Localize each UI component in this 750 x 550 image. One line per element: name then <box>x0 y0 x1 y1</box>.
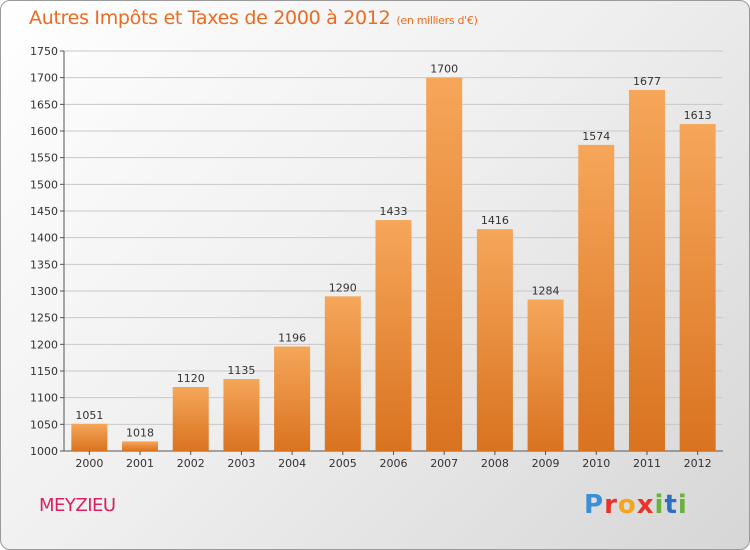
data-label: 1574 <box>582 130 610 143</box>
bar <box>578 144 615 451</box>
data-label: 1613 <box>684 109 712 122</box>
y-tick-label: 1650 <box>30 98 58 111</box>
data-label: 1120 <box>177 372 205 385</box>
bar <box>324 296 361 451</box>
y-tick-label: 1100 <box>30 392 58 405</box>
bar <box>122 441 159 451</box>
y-tick-label: 1000 <box>30 445 58 458</box>
data-label: 1700 <box>430 63 458 76</box>
y-tick-label: 1600 <box>30 125 58 138</box>
x-tick-label: 2002 <box>177 457 205 470</box>
x-tick-label: 2001 <box>126 457 154 470</box>
y-tick-label: 1350 <box>30 258 58 271</box>
x-tick-label: 2012 <box>684 457 712 470</box>
x-tick-label: 2003 <box>227 457 255 470</box>
bar <box>223 379 260 451</box>
bar <box>628 89 665 451</box>
x-tick-label: 2009 <box>532 457 560 470</box>
data-label: 1284 <box>532 285 560 298</box>
axis-layer: 1000 1050 1100 1150 1200 1250 1300 1350 1400 1450… <box>30 45 723 470</box>
data-label: 1677 <box>633 75 661 88</box>
y-tick-label: 1500 <box>30 178 58 191</box>
bar <box>476 229 513 451</box>
x-tick-label: 2010 <box>582 457 610 470</box>
bar-layer <box>71 77 716 452</box>
data-label: 1433 <box>380 205 408 218</box>
y-tick-label: 1150 <box>30 365 58 378</box>
bar <box>527 299 564 451</box>
y-tick-label: 1700 <box>30 72 58 85</box>
x-tick-label: 2006 <box>380 457 408 470</box>
bar <box>679 124 716 452</box>
proxiti-logo: Proxiti <box>584 490 688 520</box>
bar <box>426 77 463 452</box>
data-label: 1135 <box>227 364 255 377</box>
y-tick-label: 1300 <box>30 285 58 298</box>
x-tick-label: 2004 <box>278 457 306 470</box>
x-tick-label: 2005 <box>329 457 357 470</box>
y-tick-label: 1250 <box>30 312 58 325</box>
x-tick-label: 2011 <box>633 457 661 470</box>
title-text: Autres Impôts et Taxes de 2000 à 2012 <box>29 7 391 29</box>
bar <box>71 423 108 451</box>
y-tick-label: 1050 <box>30 418 58 431</box>
bar <box>375 220 412 451</box>
city-name: MEYZIEU <box>39 495 116 516</box>
x-tick-label: 2007 <box>430 457 458 470</box>
chart-title: Autres Impôts et Taxes de 2000 à 2012 (en… <box>29 7 478 29</box>
y-tick-label: 1200 <box>30 338 58 351</box>
data-label: 1018 <box>126 426 154 439</box>
title-unit: (en milliers d'€) <box>396 14 478 27</box>
bar <box>274 346 311 451</box>
data-label: 1051 <box>75 409 103 422</box>
bar <box>172 387 209 451</box>
data-label: 1290 <box>329 281 357 294</box>
y-tick-label: 1400 <box>30 232 58 245</box>
y-tick-label: 1550 <box>30 152 58 165</box>
x-tick-label: 2008 <box>481 457 509 470</box>
x-tick-label: 2000 <box>75 457 103 470</box>
data-label: 1416 <box>481 214 509 227</box>
label-layer: 1051 1018 1120 1135 1196 1290 1433 1700 1416 1284… <box>75 63 711 440</box>
y-tick-label: 1450 <box>30 205 58 218</box>
data-label: 1196 <box>278 331 306 344</box>
y-tick-label: 1750 <box>30 45 58 58</box>
